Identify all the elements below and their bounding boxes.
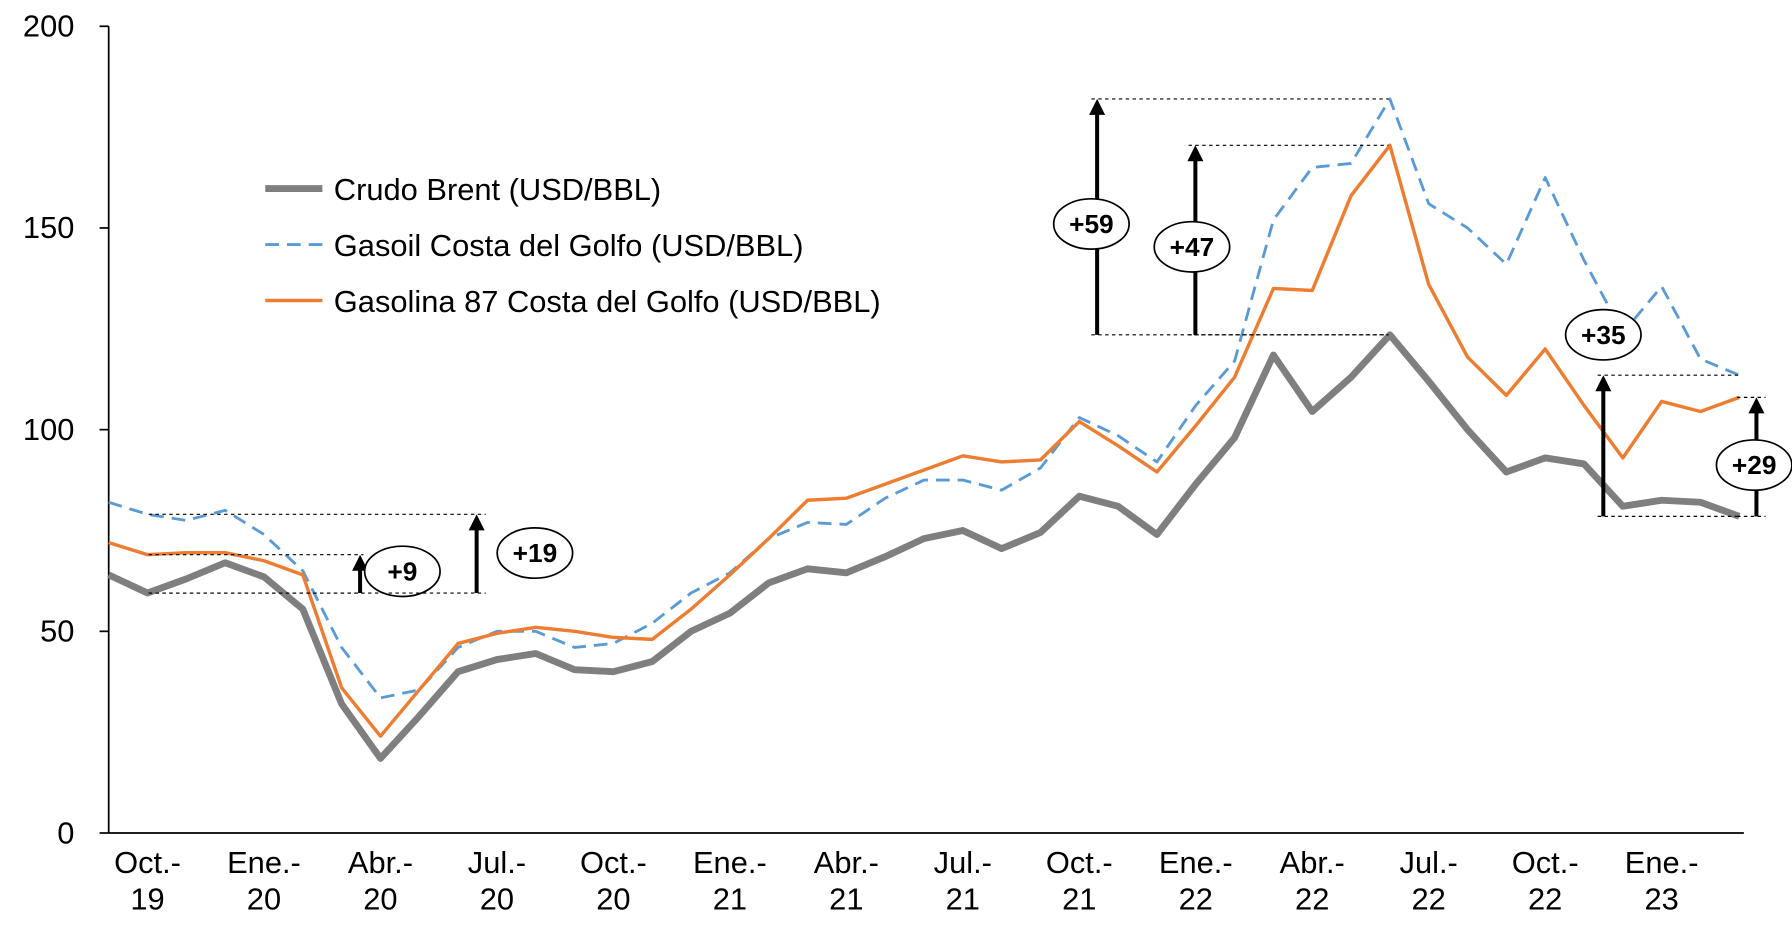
x-tick-label-box: Abr.- 20 bbox=[347, 845, 414, 917]
x-tick-label-box: Oct.- 20 bbox=[579, 845, 647, 917]
x-tick-label-box: Ene.- 22 bbox=[1158, 845, 1233, 917]
x-tick-label-box: Ene.- 20 bbox=[227, 845, 301, 917]
x-tick-label-box: Oct.- 22 bbox=[1511, 845, 1579, 917]
x-tick-label-box: Abr.- 22 bbox=[1279, 845, 1345, 917]
arrow-head bbox=[468, 514, 485, 531]
x-tick-label: Oct.- 19 bbox=[114, 845, 181, 917]
x-tick-label: Ene.- 22 bbox=[1158, 845, 1233, 917]
x-tick-label-box: Oct.- 21 bbox=[1045, 845, 1113, 917]
annotation-bubble bbox=[363, 545, 441, 598]
legend-label: Crudo Brent (USD/BBL) bbox=[334, 172, 661, 207]
annotation-bubble bbox=[1564, 308, 1642, 361]
annotation-label: +47 bbox=[1170, 232, 1215, 262]
x-tick-label: Ene.- 20 bbox=[227, 845, 301, 917]
y-tick-label: 200 bbox=[23, 9, 74, 44]
arrow-head bbox=[1748, 397, 1765, 414]
x-tick-label-box: Ene.- 23 bbox=[1624, 845, 1699, 917]
arrow-head bbox=[1089, 98, 1106, 115]
x-tick-label-box: Jul.- 22 bbox=[1399, 845, 1458, 917]
annotation-label: +59 bbox=[1069, 209, 1114, 239]
legend-label: Gasolina 87 Costa del Golfo (USD/BBL) bbox=[334, 284, 881, 319]
x-tick-label-box: Abr.- 21 bbox=[813, 845, 879, 917]
y-tick-label: 150 bbox=[23, 210, 74, 245]
x-tick-label-box: Ene.- 21 bbox=[692, 845, 767, 917]
annotation-label: +35 bbox=[1581, 320, 1626, 350]
x-tick-label: Ene.- 23 bbox=[1624, 845, 1699, 917]
series-line bbox=[107, 331, 1741, 762]
x-tick-label-box: Oct.- 19 bbox=[114, 845, 181, 917]
x-tick-label: Oct.- 20 bbox=[579, 845, 647, 917]
x-tick-label: Abr.- 22 bbox=[1279, 845, 1345, 917]
annotation-label: +19 bbox=[513, 538, 558, 568]
arrow-head bbox=[1595, 375, 1612, 392]
x-tick-label: Jul.- 20 bbox=[467, 845, 527, 917]
annotation-bubble bbox=[1153, 220, 1231, 273]
annotation-label: +9 bbox=[387, 556, 417, 586]
annotation-label: +29 bbox=[1732, 450, 1777, 480]
y-tick-label: 50 bbox=[40, 614, 74, 649]
x-tick-label: Jul.- 22 bbox=[1399, 845, 1458, 917]
x-tick-label: Oct.- 21 bbox=[1045, 845, 1113, 917]
x-tick-label: Abr.- 20 bbox=[347, 845, 414, 917]
series-line bbox=[108, 143, 1740, 738]
x-tick-label-box: Jul.- 20 bbox=[467, 845, 527, 917]
legend-label: Gasoil Costa del Golfo (USD/BBL) bbox=[334, 228, 804, 263]
y-tick-label: 0 bbox=[57, 815, 74, 850]
x-tick-label: Ene.- 21 bbox=[692, 845, 767, 917]
annotation-bubble bbox=[496, 527, 574, 580]
annotation-bubble bbox=[1052, 197, 1130, 250]
x-tick-label: Jul.- 21 bbox=[933, 845, 992, 917]
y-tick-label: 100 bbox=[23, 412, 74, 447]
arrow-head bbox=[1187, 145, 1204, 162]
x-tick-label: Oct.- 22 bbox=[1511, 845, 1579, 917]
x-tick-label-box: Jul.- 21 bbox=[933, 845, 992, 917]
x-tick-label: Abr.- 21 bbox=[813, 845, 879, 917]
series-line bbox=[108, 97, 1740, 700]
arrow-head bbox=[352, 554, 369, 571]
